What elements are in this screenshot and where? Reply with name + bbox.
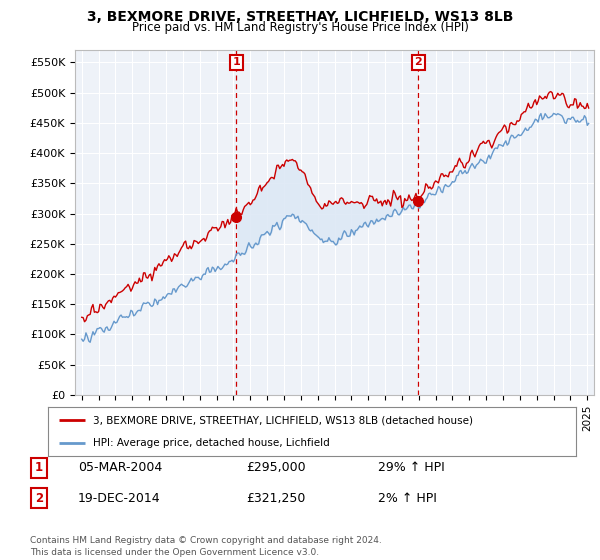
Text: 2: 2 (415, 58, 422, 68)
Text: 2% ↑ HPI: 2% ↑ HPI (378, 492, 437, 505)
Text: £295,000: £295,000 (246, 461, 305, 474)
Text: 3, BEXMORE DRIVE, STREETHAY, LICHFIELD, WS13 8LB: 3, BEXMORE DRIVE, STREETHAY, LICHFIELD, … (87, 10, 513, 24)
Text: Price paid vs. HM Land Registry's House Price Index (HPI): Price paid vs. HM Land Registry's House … (131, 21, 469, 34)
Text: 3, BEXMORE DRIVE, STREETHAY, LICHFIELD, WS13 8LB (detached house): 3, BEXMORE DRIVE, STREETHAY, LICHFIELD, … (93, 416, 473, 426)
Text: Contains HM Land Registry data © Crown copyright and database right 2024.
This d: Contains HM Land Registry data © Crown c… (30, 536, 382, 557)
Text: 29% ↑ HPI: 29% ↑ HPI (378, 461, 445, 474)
Text: £321,250: £321,250 (246, 492, 305, 505)
Text: 1: 1 (233, 58, 241, 68)
Text: 19-DEC-2014: 19-DEC-2014 (78, 492, 161, 505)
Text: 2: 2 (35, 492, 43, 505)
Text: 05-MAR-2004: 05-MAR-2004 (78, 461, 162, 474)
Text: HPI: Average price, detached house, Lichfield: HPI: Average price, detached house, Lich… (93, 438, 329, 448)
Text: 1: 1 (35, 461, 43, 474)
